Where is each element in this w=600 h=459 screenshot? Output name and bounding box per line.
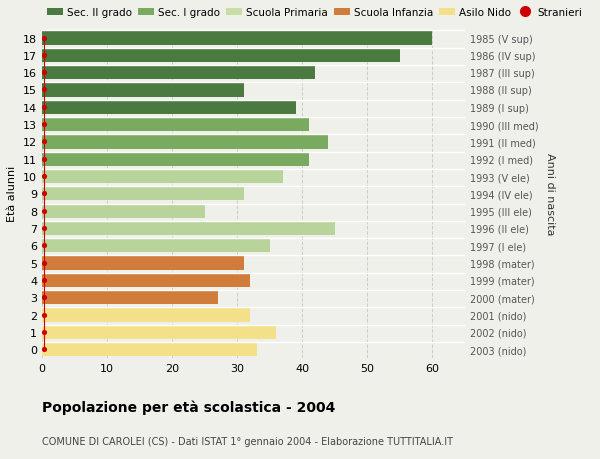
Bar [42,204,205,218]
Bar [42,342,257,357]
Point [39,190,49,197]
Point [39,156,49,163]
Bar [42,308,250,322]
Point [39,173,49,180]
Point [39,207,49,215]
Point [39,294,49,301]
Bar [42,221,335,235]
Bar [42,256,244,270]
Bar [42,291,218,305]
Point [39,139,49,146]
Point [39,242,49,249]
Bar [42,118,309,132]
Bar [42,101,296,115]
Point [39,69,49,77]
Bar [42,135,328,149]
Legend: Sec. II grado, Sec. I grado, Scuola Primaria, Scuola Infanzia, Asilo Nido, Stran: Sec. II grado, Sec. I grado, Scuola Prim… [47,8,582,18]
Point [39,311,49,319]
Point [39,329,49,336]
Point [39,87,49,94]
Point [39,346,49,353]
Text: COMUNE DI CAROLEI (CS) - Dati ISTAT 1° gennaio 2004 - Elaborazione TUTTITALIA.IT: COMUNE DI CAROLEI (CS) - Dati ISTAT 1° g… [42,436,453,446]
Bar [42,49,400,63]
Point [39,121,49,129]
Bar [42,239,270,253]
Point [39,225,49,232]
Y-axis label: Anni di nascita: Anni di nascita [545,153,555,235]
Point [39,104,49,111]
Point [39,277,49,284]
Bar [42,187,244,201]
Point [39,259,49,267]
Point [39,35,49,42]
Bar [42,83,244,97]
Bar [42,169,283,184]
Bar [42,31,433,45]
Bar [42,273,250,287]
Bar [42,152,309,167]
Y-axis label: Età alunni: Età alunni [7,166,17,222]
Text: Popolazione per età scolastica - 2004: Popolazione per età scolastica - 2004 [42,399,335,414]
Bar [42,66,316,80]
Point [39,52,49,59]
Bar [42,325,276,339]
